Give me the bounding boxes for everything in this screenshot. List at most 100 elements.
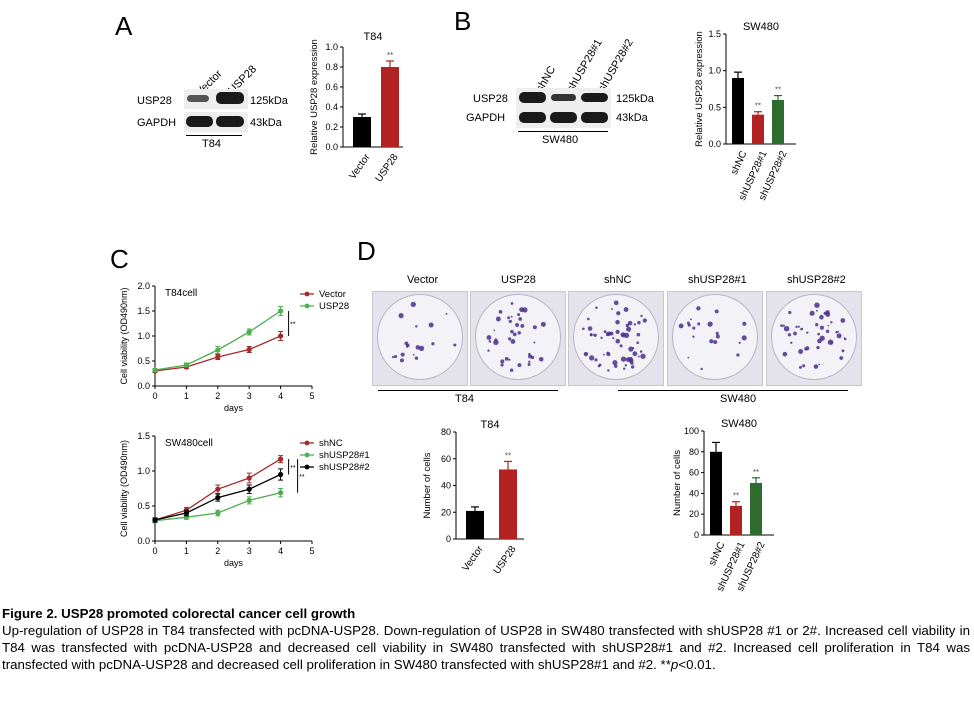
y-tick-label: 60 <box>441 454 451 464</box>
colony <box>640 353 646 359</box>
colony <box>612 337 615 340</box>
x-tick-label: 3 <box>247 546 252 556</box>
colony <box>512 332 517 337</box>
figure-caption: Figure 2. USP28 promoted colorectal canc… <box>2 605 970 673</box>
x-tick-label: 2 <box>215 391 220 401</box>
colony <box>615 319 620 325</box>
colony <box>625 357 631 362</box>
blot-row-label: GAPDH <box>466 112 506 124</box>
colony <box>690 318 692 321</box>
blot-row-label: USP28 <box>473 93 508 105</box>
x-axis-label: days <box>224 558 244 568</box>
x-tick-label: 5 <box>309 546 314 556</box>
colony <box>428 322 434 328</box>
colony <box>619 344 623 348</box>
legend-label: USP28 <box>319 301 349 312</box>
colony <box>510 315 513 318</box>
colony <box>597 364 601 368</box>
data-point <box>183 362 189 368</box>
colony <box>508 319 512 323</box>
colony <box>508 358 511 361</box>
colony <box>488 340 492 343</box>
significance-label: ** <box>733 492 739 501</box>
y-axis-label: Number of cells <box>422 452 433 518</box>
y-tick-label: 20 <box>441 507 451 517</box>
data-point <box>246 475 252 481</box>
colony <box>594 358 598 362</box>
y-tick-label: 60 <box>689 468 699 478</box>
colony <box>802 364 806 368</box>
colony <box>533 341 536 344</box>
colony <box>410 301 416 307</box>
colony <box>415 345 421 350</box>
colony <box>637 320 641 325</box>
colony <box>837 330 840 333</box>
dish-label: shNC <box>604 274 632 286</box>
colony <box>445 312 448 315</box>
x-tick-label: Vector <box>460 544 486 574</box>
colony <box>692 335 695 338</box>
colony <box>624 364 627 367</box>
blot-band <box>550 112 577 123</box>
data-point <box>278 471 284 478</box>
colony <box>620 356 627 362</box>
panel-label-a: A <box>115 11 133 41</box>
y-tick-label: 100 <box>684 426 699 436</box>
colony <box>414 356 419 360</box>
colony <box>527 363 531 367</box>
colony <box>398 313 404 319</box>
colony <box>827 324 830 327</box>
bar <box>752 114 764 144</box>
significance-label: ** <box>290 322 296 329</box>
series-line <box>154 310 281 371</box>
colony <box>587 326 593 331</box>
colony <box>510 329 514 334</box>
data-point <box>215 354 221 360</box>
colony <box>625 323 630 328</box>
bar <box>381 67 399 147</box>
colony <box>493 339 499 346</box>
y-tick-label: 0.4 <box>325 102 338 112</box>
colony-dish <box>372 291 468 386</box>
blot-size: 125kDa <box>250 95 288 107</box>
colony <box>830 341 834 344</box>
x-tick-label: 5 <box>309 391 314 401</box>
colony <box>612 360 618 366</box>
data-point <box>152 367 158 373</box>
legend-marker <box>304 291 310 297</box>
colony <box>632 347 635 350</box>
colony <box>787 333 792 337</box>
legend-marker <box>304 452 310 458</box>
colony <box>640 314 643 318</box>
colony <box>813 364 819 369</box>
legend-marker <box>304 440 310 446</box>
colony <box>700 367 703 371</box>
y-tick-label: 20 <box>689 509 699 519</box>
colony <box>453 343 457 347</box>
colony <box>795 325 798 329</box>
colony <box>493 329 496 332</box>
colony <box>606 352 611 357</box>
colony <box>528 360 531 363</box>
colony <box>631 365 635 369</box>
colony <box>707 321 713 327</box>
colony <box>782 351 788 357</box>
colony <box>399 358 404 363</box>
blot-band <box>581 112 608 123</box>
y-tick-label: 0.0 <box>708 139 721 149</box>
colony <box>623 332 630 339</box>
colony <box>627 320 633 326</box>
colony-dots <box>780 302 847 369</box>
colony <box>815 309 818 312</box>
colony <box>818 363 821 366</box>
dish-label: shUSP28#2 <box>787 274 846 286</box>
bar <box>750 483 762 535</box>
colony <box>830 321 833 324</box>
significance-label: ** <box>505 451 511 460</box>
bar <box>730 505 742 535</box>
blot-size: 43kDa <box>250 117 282 129</box>
colony <box>815 323 819 327</box>
colony <box>486 335 492 341</box>
colony <box>538 356 544 362</box>
